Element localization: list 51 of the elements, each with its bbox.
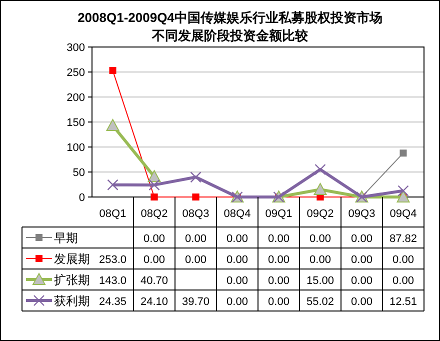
data-label: 0.00 [310,233,331,245]
x-tick-label: 09Q4 [390,208,417,220]
data-label: 0.00 [268,296,290,308]
data-label: 0.00 [226,275,248,287]
data-label: 0.00 [226,296,248,308]
data-label: 24.10 [140,296,168,308]
data-label: 0.00 [310,254,331,266]
y-tick-label: 200 [66,92,85,104]
data-label: 143.0 [98,275,127,287]
legend-label: 扩张期 [54,273,90,287]
data-label: 0.00 [392,275,414,287]
data-label: 55.02 [306,296,334,308]
chart-subtitle: 不同发展阶段投资金额比较 [151,28,309,43]
data-label: 0.00 [351,296,372,308]
x-tick-label: 08Q1 [99,208,126,220]
y-tick-label: 0 [78,192,85,204]
data-label: 24.35 [98,296,127,308]
data-label: 253.0 [98,254,127,266]
data-label: 0.00 [268,233,290,245]
x-tick-label: 09Q3 [348,208,376,220]
data-label: 0.00 [144,254,165,266]
data-label: 0.00 [144,233,165,245]
legend-label: 早期 [54,231,78,245]
y-tick-label: 250 [66,67,85,79]
data-label: 0.00 [268,275,290,287]
data-label: 0.00 [185,254,206,266]
data-label: 0.00 [351,254,372,266]
data-label: 40.70 [140,275,168,287]
chart-title: 2008Q1-2009Q4中国传媒娱乐行业私募股权投资市场 [78,10,382,25]
legend-label: 获利期 [54,294,90,308]
data-label: 87.82 [389,233,418,245]
data-label: 0.00 [268,254,290,266]
data-label: 0.00 [226,254,248,266]
y-tick-label: 300 [66,42,85,54]
data-label: 0.00 [185,233,206,245]
data-label: 0.00 [392,254,414,266]
x-tick-label: 08Q4 [224,208,251,220]
y-tick-label: 100 [66,142,85,154]
y-tick-label: 150 [66,117,85,129]
x-tick-label: 09Q2 [306,208,334,220]
data-label: 15.00 [306,275,334,287]
data-label: 0.00 [226,233,248,245]
data-label: 0.00 [351,275,372,287]
x-tick-label: 08Q3 [182,208,210,220]
x-tick-label: 08Q2 [140,208,168,220]
x-tick-label: 09Q1 [265,208,292,220]
legend-label: 发展期 [54,252,90,266]
data-label: 39.70 [182,296,210,308]
data-label: 0.00 [351,233,372,245]
y-tick-label: 50 [72,167,85,179]
data-label: 12.51 [389,296,418,308]
